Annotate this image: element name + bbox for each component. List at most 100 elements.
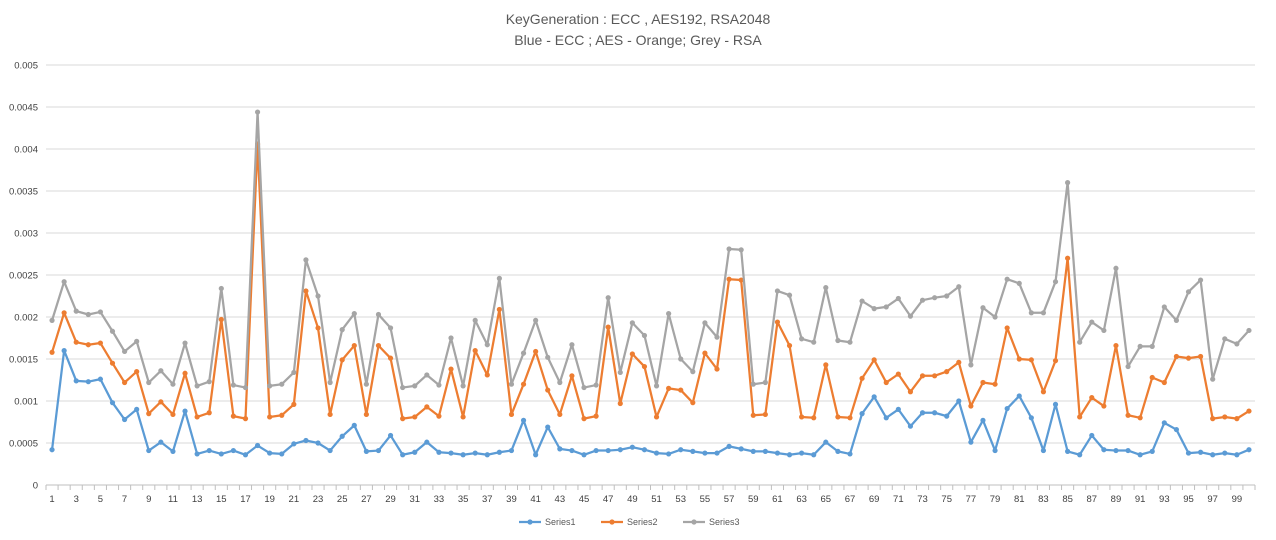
data-point (617, 447, 623, 453)
data-point (1052, 401, 1059, 407)
legend-item: Series1 (519, 517, 576, 527)
data-point (666, 311, 672, 317)
x-tick-label: 83 (1038, 494, 1049, 505)
data-point (230, 413, 236, 419)
data-point (291, 401, 297, 407)
data-point (726, 443, 732, 449)
data-point (678, 387, 684, 393)
x-tick-label: 75 (941, 494, 952, 505)
data-point (1028, 415, 1034, 421)
data-point (956, 398, 962, 404)
data-point (835, 448, 841, 454)
data-point (1161, 304, 1167, 310)
data-point (605, 295, 611, 301)
data-point (774, 288, 781, 294)
legend-label: Series1 (545, 517, 576, 527)
data-point (992, 381, 998, 387)
data-point (49, 349, 55, 355)
data-point (242, 384, 249, 391)
x-tick-label: 9 (146, 494, 151, 505)
x-tick-label: 37 (482, 494, 493, 505)
x-tick-label: 15 (216, 494, 227, 505)
x-tick-label: 69 (869, 494, 880, 505)
data-point (835, 337, 841, 344)
data-point (375, 342, 382, 349)
data-point (980, 305, 986, 311)
data-point (1004, 405, 1010, 412)
data-point (859, 375, 865, 381)
data-point (339, 327, 345, 333)
data-point (134, 338, 140, 344)
data-point (1222, 336, 1228, 342)
data-point (448, 450, 454, 456)
x-tick-label: 91 (1135, 494, 1146, 505)
data-point (351, 422, 357, 428)
data-point (786, 452, 793, 458)
data-point (1004, 276, 1010, 282)
series-1 (49, 348, 1252, 458)
data-point (750, 412, 756, 418)
data-point (508, 411, 515, 418)
x-tick-label: 25 (337, 494, 348, 505)
data-point (508, 381, 515, 387)
data-point (1137, 452, 1143, 458)
x-tick-label: 3 (74, 494, 79, 505)
data-point (158, 368, 164, 374)
data-point (919, 373, 926, 379)
data-point (557, 411, 563, 418)
data-point (472, 450, 478, 456)
data-point (520, 417, 527, 423)
x-tick-label: 39 (506, 494, 517, 505)
data-point (267, 414, 273, 420)
x-tick-label: 63 (796, 494, 807, 505)
data-point (496, 275, 502, 281)
y-tick-label: 0.004 (14, 145, 38, 156)
data-point (545, 354, 551, 360)
data-point (569, 373, 575, 379)
y-tick-label: 0.0025 (9, 271, 38, 282)
data-point (762, 448, 768, 454)
data-point (871, 394, 877, 400)
data-point (1004, 325, 1010, 331)
data-point (412, 383, 418, 389)
data-point (460, 414, 466, 420)
x-tick-label: 79 (990, 494, 1001, 505)
data-point (351, 311, 357, 317)
data-point (327, 411, 333, 418)
x-tick-label: 33 (434, 494, 445, 505)
data-point (1016, 280, 1022, 286)
data-point (182, 340, 188, 346)
data-point (678, 356, 684, 362)
data-point (218, 451, 224, 457)
data-point (1028, 310, 1034, 316)
chart-subtitle: Blue - ECC ; AES - Orange; Grey - RSA (514, 32, 762, 48)
data-point (714, 366, 720, 372)
data-point (1028, 357, 1034, 363)
data-point (871, 357, 877, 363)
data-point (1222, 414, 1228, 420)
data-point (738, 247, 744, 253)
data-point (206, 447, 212, 454)
data-point (1210, 376, 1216, 382)
x-tick-label: 27 (361, 494, 372, 505)
data-point (73, 308, 79, 314)
data-point (49, 317, 55, 323)
data-point (85, 311, 91, 318)
data-point (714, 450, 720, 456)
data-point (484, 372, 490, 378)
data-point (109, 360, 116, 366)
data-point (714, 334, 720, 340)
data-point (400, 452, 406, 458)
x-tick-label: 35 (458, 494, 469, 505)
series-line (50, 142, 1251, 420)
x-tick-label: 11 (168, 494, 178, 505)
data-point (303, 437, 309, 444)
x-tick-label: 77 (966, 494, 977, 505)
data-point (194, 451, 200, 457)
data-point (1149, 448, 1155, 454)
data-point (460, 383, 466, 389)
data-point (61, 279, 67, 285)
data-point (629, 444, 635, 450)
data-point (593, 413, 599, 419)
y-tick-label: 0.002 (14, 313, 38, 324)
